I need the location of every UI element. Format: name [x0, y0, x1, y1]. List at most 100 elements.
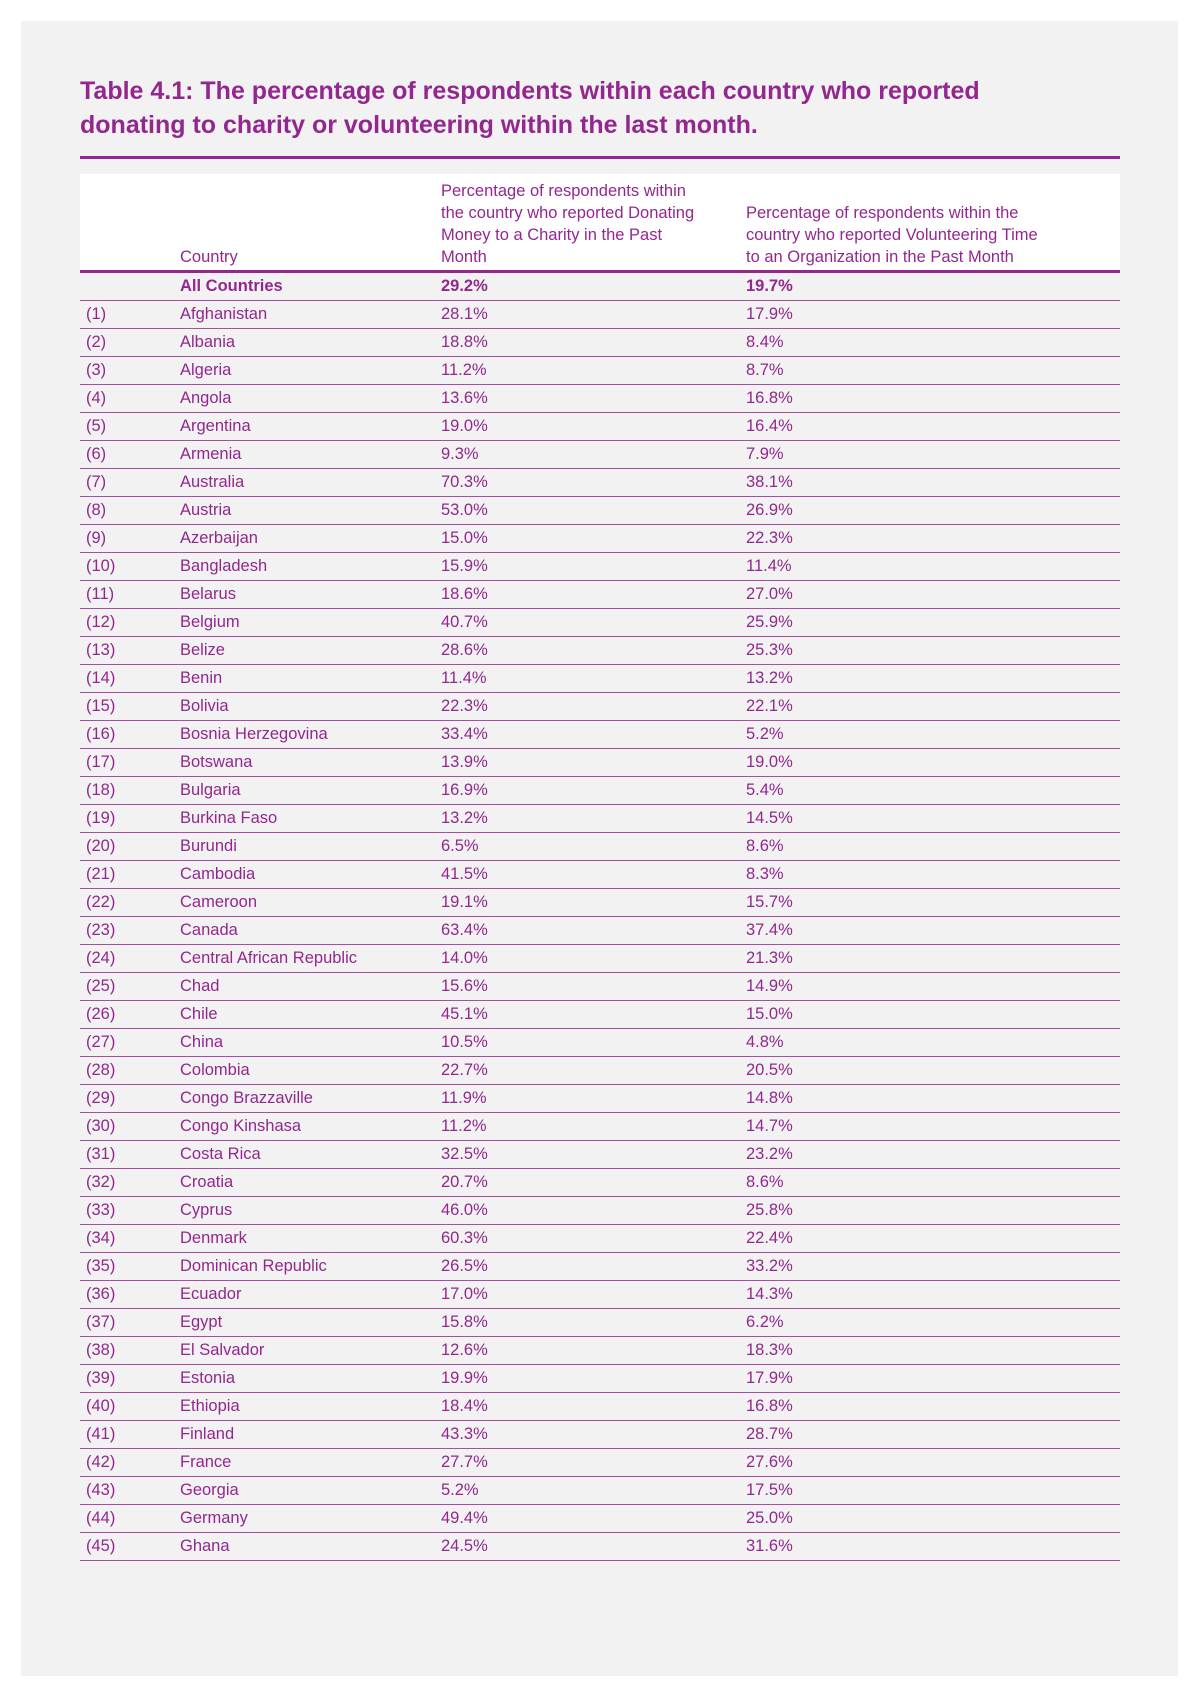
- row-volunteering: 8.4%: [746, 328, 1120, 357]
- row-country: Belgium: [180, 608, 441, 637]
- row-index: (21): [80, 860, 180, 889]
- row-volunteering: 25.8%: [746, 1196, 1120, 1225]
- row-index: (25): [80, 972, 180, 1001]
- row-country: Angola: [180, 384, 441, 413]
- row-volunteering: 26.9%: [746, 496, 1120, 525]
- header-donating-text: Percentage of respondents within the cou…: [441, 182, 695, 266]
- header-volunteering: Percentage of respondents within the cou…: [746, 174, 1120, 273]
- row-country: Cambodia: [180, 860, 441, 889]
- row-donating: 13.2%: [441, 804, 746, 833]
- table-row: (5) Argentina 19.0% 16.4%: [80, 412, 1120, 441]
- row-index: (1): [80, 300, 180, 329]
- table-row: (28) Colombia 22.7% 20.5%: [80, 1056, 1120, 1085]
- row-index: (3): [80, 356, 180, 385]
- row-volunteering: 23.2%: [746, 1140, 1120, 1169]
- row-volunteering: 16.8%: [746, 384, 1120, 413]
- row-index: (5): [80, 412, 180, 441]
- row-country: Belize: [180, 636, 441, 665]
- row-donating: 11.4%: [441, 664, 746, 693]
- table-row: (36) Ecuador 17.0% 14.3%: [80, 1280, 1120, 1309]
- row-index: (9): [80, 524, 180, 553]
- row-country: Congo Brazzaville: [180, 1084, 441, 1113]
- table-row: (34) Denmark 60.3% 22.4%: [80, 1224, 1120, 1253]
- row-country: Belarus: [180, 580, 441, 609]
- title-divider: [80, 156, 1120, 159]
- table-row: (30) Congo Kinshasa 11.2% 14.7%: [80, 1112, 1120, 1141]
- row-volunteering: 17.9%: [746, 300, 1120, 329]
- row-index: (32): [80, 1168, 180, 1197]
- row-volunteering: 15.7%: [746, 888, 1120, 917]
- table-row: (1) Afghanistan 28.1% 17.9%: [80, 300, 1120, 329]
- row-volunteering: 27.6%: [746, 1448, 1120, 1477]
- row-index: (41): [80, 1420, 180, 1449]
- table-row: (8) Austria 53.0% 26.9%: [80, 496, 1120, 525]
- row-volunteering: 27.0%: [746, 580, 1120, 609]
- row-index: (23): [80, 916, 180, 945]
- row-index: (34): [80, 1224, 180, 1253]
- row-country: Bulgaria: [180, 776, 441, 805]
- row-country: Chile: [180, 1000, 441, 1029]
- table-row: (32) Croatia 20.7% 8.6%: [80, 1168, 1120, 1197]
- row-index: (27): [80, 1028, 180, 1057]
- row-country: Azerbaijan: [180, 524, 441, 553]
- row-donating: 17.0%: [441, 1280, 746, 1309]
- row-volunteering: 8.6%: [746, 832, 1120, 861]
- table-row: (18) Bulgaria 16.9% 5.4%: [80, 776, 1120, 805]
- row-donating: 27.7%: [441, 1448, 746, 1477]
- data-table: Country Percentage of respondents within…: [80, 174, 1120, 1561]
- row-index: (42): [80, 1448, 180, 1477]
- row-volunteering: 5.4%: [746, 776, 1120, 805]
- table-row: (4) Angola 13.6% 16.8%: [80, 384, 1120, 413]
- table-row: (7) Australia 70.3% 38.1%: [80, 468, 1120, 497]
- row-volunteering: 18.3%: [746, 1336, 1120, 1365]
- table-row: (16) Bosnia Herzegovina 33.4% 5.2%: [80, 720, 1120, 749]
- row-index: (30): [80, 1112, 180, 1141]
- table-row: (42) France 27.7% 27.6%: [80, 1448, 1120, 1477]
- row-country: Austria: [180, 496, 441, 525]
- row-donating: 43.3%: [441, 1420, 746, 1449]
- row-volunteering: 14.3%: [746, 1280, 1120, 1309]
- row-index: (28): [80, 1056, 180, 1085]
- table-row: (17) Botswana 13.9% 19.0%: [80, 748, 1120, 777]
- table-row: (19) Burkina Faso 13.2% 14.5%: [80, 804, 1120, 833]
- row-donating: 18.8%: [441, 328, 746, 357]
- row-country: Armenia: [180, 440, 441, 469]
- row-index: (8): [80, 496, 180, 525]
- row-index: (14): [80, 664, 180, 693]
- row-index: (4): [80, 384, 180, 413]
- row-country: Croatia: [180, 1168, 441, 1197]
- row-donating: 14.0%: [441, 944, 746, 973]
- row-volunteering: 13.2%: [746, 664, 1120, 693]
- row-volunteering: 14.5%: [746, 804, 1120, 833]
- row-country: Colombia: [180, 1056, 441, 1085]
- row-volunteering: 15.0%: [746, 1000, 1120, 1029]
- row-index: (31): [80, 1140, 180, 1169]
- row-volunteering: 19.0%: [746, 748, 1120, 777]
- row-volunteering: 19.7%: [746, 271, 1120, 301]
- table-row: (22) Cameroon 19.1% 15.7%: [80, 888, 1120, 917]
- table-row: (35) Dominican Republic 26.5% 33.2%: [80, 1252, 1120, 1281]
- row-index: (6): [80, 440, 180, 469]
- row-index: (38): [80, 1336, 180, 1365]
- row-country: Ghana: [180, 1532, 441, 1561]
- row-volunteering: 8.3%: [746, 860, 1120, 889]
- row-volunteering: 21.3%: [746, 944, 1120, 973]
- row-volunteering: 17.9%: [746, 1364, 1120, 1393]
- row-index: (24): [80, 944, 180, 973]
- row-donating: 45.1%: [441, 1000, 746, 1029]
- row-volunteering: 7.9%: [746, 440, 1120, 469]
- row-volunteering: 28.7%: [746, 1420, 1120, 1449]
- row-country: Cyprus: [180, 1196, 441, 1225]
- row-country: Denmark: [180, 1224, 441, 1253]
- row-volunteering: 16.4%: [746, 412, 1120, 441]
- row-index: (17): [80, 748, 180, 777]
- header-volunteering-text: Percentage of respondents within the cou…: [746, 204, 1038, 266]
- row-volunteering: 31.6%: [746, 1532, 1120, 1561]
- table-row: (14) Benin 11.4% 13.2%: [80, 664, 1120, 693]
- row-country: Botswana: [180, 748, 441, 777]
- row-donating: 19.0%: [441, 412, 746, 441]
- row-index: (16): [80, 720, 180, 749]
- row-donating: 22.7%: [441, 1056, 746, 1085]
- row-donating: 10.5%: [441, 1028, 746, 1057]
- row-country: Algeria: [180, 356, 441, 385]
